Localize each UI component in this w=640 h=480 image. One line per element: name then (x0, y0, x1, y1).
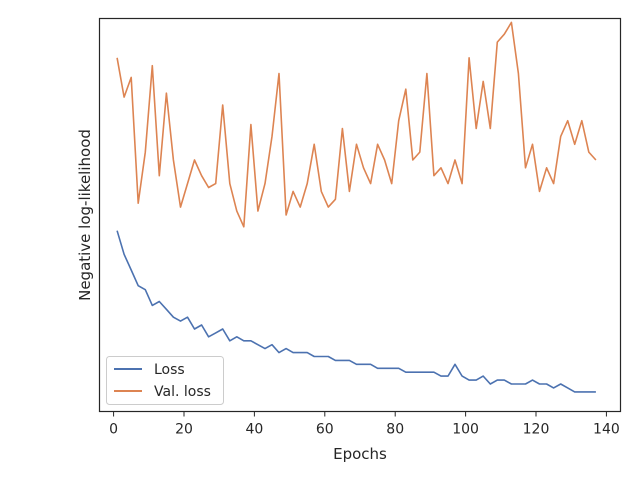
legend: Loss Val. loss (106, 356, 224, 405)
legend-label-loss: Loss (154, 362, 185, 378)
y-axis-label: Negative log-likelihood (76, 129, 94, 301)
x-tick-label: 100 (452, 422, 479, 438)
x-tick-label: 140 (593, 422, 620, 438)
x-axis-label: Epochs (333, 445, 387, 463)
x-tick-label: 0 (109, 422, 118, 438)
plot-area (98, 17, 622, 413)
x-tick-label: 20 (175, 422, 193, 438)
legend-label-val-loss: Val. loss (154, 384, 211, 400)
series-line-1 (116, 21, 597, 228)
series-layer (116, 21, 597, 393)
x-tick-label: 80 (386, 422, 404, 438)
x-axis: 0 20 40 60 80 100 120 140 (109, 411, 620, 438)
x-tick-label: 60 (316, 422, 334, 438)
x-tick-label: 120 (523, 422, 550, 438)
series-line-0 (116, 230, 596, 393)
x-tick-label: 40 (245, 422, 263, 438)
